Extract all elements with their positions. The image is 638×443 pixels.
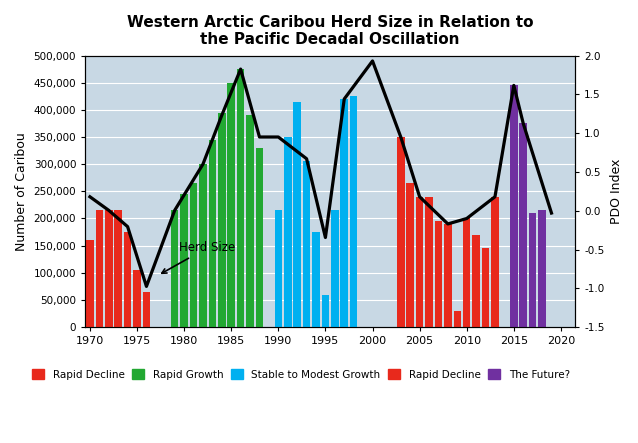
Bar — [209, 140, 216, 327]
Bar — [256, 148, 263, 327]
Bar — [189, 183, 197, 327]
Bar — [228, 83, 235, 327]
Bar — [416, 197, 424, 327]
Bar — [143, 292, 150, 327]
Bar — [105, 210, 112, 327]
Bar — [237, 69, 244, 327]
Bar — [519, 124, 527, 327]
Bar — [114, 210, 122, 327]
Bar — [171, 210, 179, 327]
Bar — [322, 295, 329, 327]
Bar — [86, 240, 94, 327]
Bar — [341, 99, 348, 327]
Y-axis label: Number of Caribou: Number of Caribou — [15, 132, 28, 251]
Bar — [426, 197, 433, 327]
Bar — [218, 113, 226, 327]
Bar — [463, 218, 470, 327]
Bar — [510, 85, 517, 327]
Bar — [133, 270, 141, 327]
Bar — [274, 210, 282, 327]
Y-axis label: PDO Index: PDO Index — [610, 159, 623, 224]
Bar — [434, 221, 442, 327]
Bar — [538, 210, 546, 327]
Bar — [397, 137, 404, 327]
Bar — [472, 235, 480, 327]
Bar — [246, 115, 254, 327]
Bar — [303, 161, 310, 327]
Text: Herd Size: Herd Size — [162, 241, 235, 273]
Bar — [181, 194, 188, 327]
Legend: Rapid Decline, Rapid Growth, Stable to Modest Growth, Rapid Decline, The Future?: Rapid Decline, Rapid Growth, Stable to M… — [30, 367, 572, 382]
Bar — [529, 213, 537, 327]
Bar — [312, 232, 320, 327]
Bar — [96, 210, 103, 327]
Bar — [482, 249, 489, 327]
Bar — [491, 197, 499, 327]
Title: Western Arctic Caribou Herd Size in Relation to
the Pacific Decadal Oscillation: Western Arctic Caribou Herd Size in Rela… — [127, 15, 533, 47]
Bar — [350, 96, 357, 327]
Bar — [124, 232, 131, 327]
Bar — [406, 183, 414, 327]
Bar — [331, 210, 339, 327]
Bar — [284, 137, 292, 327]
Bar — [199, 164, 207, 327]
Bar — [293, 102, 301, 327]
Bar — [444, 224, 452, 327]
Bar — [454, 311, 461, 327]
